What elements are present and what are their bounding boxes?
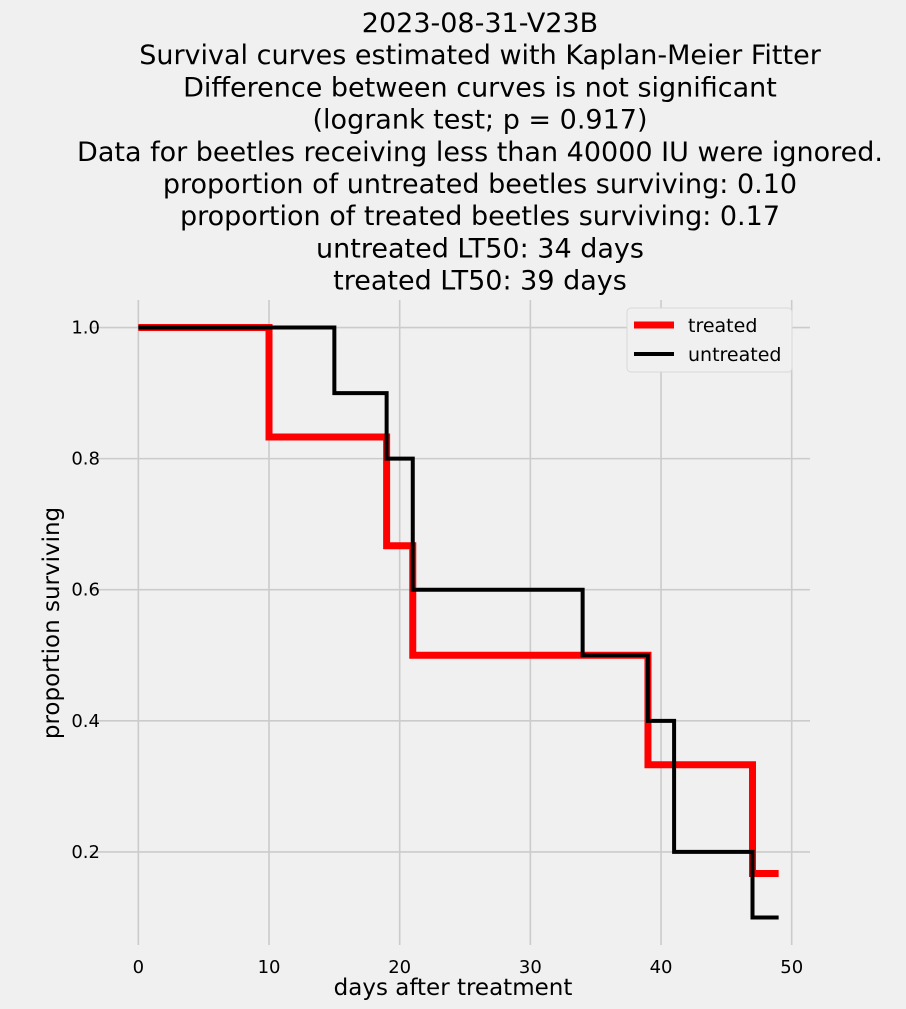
title-line: proportion of untreated beetles survivin…: [163, 169, 797, 200]
legend-label-untreated: untreated: [688, 344, 781, 366]
y-tick-label: 1.0: [71, 318, 100, 339]
legend-label-treated: treated: [688, 315, 757, 337]
title-line: untreated LT50: 34 days: [316, 233, 644, 264]
title-line: (logrank test; p = 0.917): [313, 105, 648, 136]
x-axis-label: days after treatment: [334, 975, 573, 1001]
y-axis-label: proportion surviving: [39, 507, 65, 739]
series-line-treated: [138, 324, 779, 878]
title-line: Difference between curves is not signifi…: [183, 72, 777, 103]
y-tick-label: 0.2: [71, 842, 100, 863]
x-tick-label: 10: [258, 957, 281, 978]
grid-lines: [90, 300, 810, 945]
title-line: treated LT50: 39 days: [333, 266, 627, 297]
y-axis-ticks: 0.2 0.4 0.6 0.8 1.0: [71, 318, 100, 863]
title-line: Survival curves estimated with Kaplan-Me…: [139, 40, 822, 71]
series-line-untreated: [138, 325, 779, 920]
x-tick-label: 0: [133, 957, 144, 978]
x-tick-label: 50: [780, 957, 803, 978]
legend: treated untreated: [626, 307, 793, 373]
x-tick-label: 30: [519, 957, 542, 978]
plot-series: [138, 324, 779, 920]
y-tick-label: 0.4: [71, 711, 100, 732]
x-tick-label: 40: [650, 957, 673, 978]
y-tick-label: 0.6: [71, 580, 100, 601]
x-axis-ticks: 0 10 20 30 40 50: [133, 957, 804, 978]
title-line: proportion of treated beetles surviving:…: [180, 201, 780, 232]
title-line: 2023-08-31-V23B: [362, 8, 598, 39]
x-tick-label: 20: [388, 957, 411, 978]
y-tick-label: 0.8: [71, 449, 100, 470]
title-line: Data for beetles receiving less than 400…: [77, 137, 883, 168]
